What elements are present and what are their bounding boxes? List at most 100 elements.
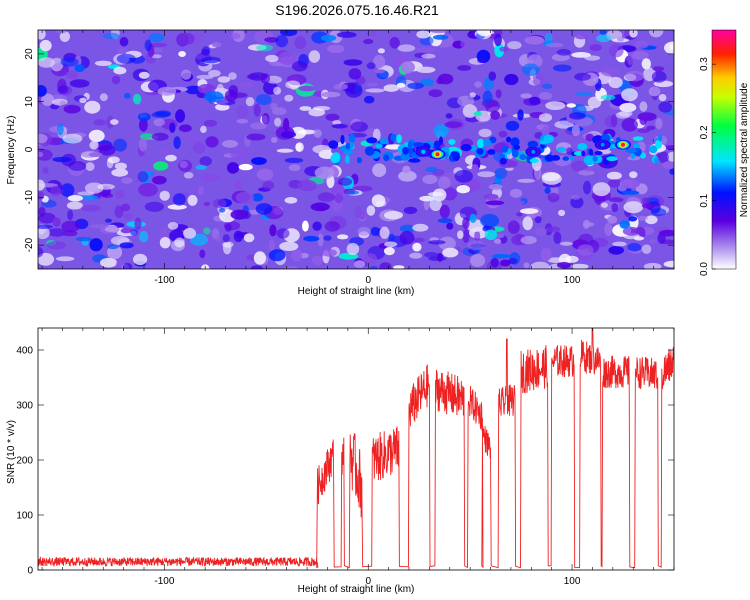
spectrogram-cell: [611, 203, 619, 212]
spectrogram-cell: [408, 158, 421, 163]
spectrogram-cell: [52, 156, 72, 163]
colorbar-tick-label: 0.0: [699, 262, 710, 276]
y-tick-label: -20: [24, 237, 35, 252]
spectrogram-cell: [201, 46, 211, 57]
spectrogram-cell: [327, 44, 345, 54]
spectrogram-cell: [429, 197, 442, 212]
spectrogram-cell: [324, 221, 340, 232]
spectrogram-cell: [402, 146, 409, 155]
spectrogram-cell: [215, 103, 230, 111]
spectrogram-cell: [180, 69, 192, 80]
spectrogram-cell: [460, 144, 472, 152]
spectrogram-cell: [517, 109, 524, 121]
spectrogram-cell: [113, 138, 127, 152]
spectrogram-cell: [629, 30, 638, 38]
spectrogram-cell: [245, 97, 255, 107]
spectrogram-cell: [261, 113, 270, 125]
spectrogram-cell: [203, 201, 211, 206]
spectrogram-cell: [98, 144, 116, 156]
snr-series-line: [38, 328, 674, 569]
spectrogram-cell: [604, 222, 613, 236]
spectrogram-cell: [648, 30, 664, 38]
spectrogram-cell: [290, 249, 303, 262]
spectrogram-cell: [80, 195, 99, 201]
spectrogram-cell: [308, 108, 326, 117]
spectrogram-cell: [178, 159, 193, 172]
spectrogram-cell: [52, 217, 61, 227]
spectrogram-cell: [113, 66, 127, 75]
spectrogram-cell: [571, 125, 581, 137]
spectrogram-cell: [320, 91, 341, 98]
spectrogram-cell: [487, 149, 496, 155]
spectrogram-cell: [222, 140, 238, 148]
spectrogram-cell: [285, 80, 301, 89]
spectrogram-cell: [550, 155, 561, 161]
spectrogram-cell: [200, 125, 207, 133]
spectrogram-cell: [497, 234, 505, 239]
spectrogram-cell: [658, 94, 667, 102]
spectrogram-cell: [159, 190, 170, 201]
spectrogram-cell: [366, 82, 379, 87]
spectrogram-cell: [192, 32, 202, 44]
spectrogram-cell: [600, 66, 621, 77]
spectrogram-cell: [601, 202, 608, 208]
spectrogram-cell: [619, 102, 637, 113]
spectrogram-cell: [332, 120, 342, 125]
spectrogram-cell: [158, 149, 171, 154]
spectrogram-cell: [649, 238, 657, 244]
spectrogram-cell: [513, 144, 521, 150]
spectrogram-cell: [442, 247, 459, 258]
spectrogram-cell: [424, 252, 439, 258]
spectrogram-cell: [596, 34, 611, 43]
spectrogram-cell: [645, 215, 658, 225]
spectrogram-cell: [340, 134, 345, 145]
spectrogram-cell: [615, 111, 631, 119]
spectrogram-cell: [236, 105, 249, 119]
y-tick-label: 400: [16, 346, 33, 357]
spectrogram-cell: [606, 156, 618, 162]
spectrogram-cell: [522, 216, 533, 231]
spectrogram-cell: [494, 33, 502, 47]
spectrogram-cell: [183, 227, 197, 239]
spectrogram-cell: [565, 255, 579, 263]
spectrogram-cell: [547, 192, 560, 203]
spectrogram-cell: [554, 120, 574, 129]
spectrogram-cell: [60, 183, 75, 198]
spectrogram-cell: [357, 226, 371, 236]
spectrogram-cell: [396, 82, 406, 88]
spectrogram-cell: [297, 129, 317, 135]
spectrogram-cell: [642, 197, 650, 205]
spectrogram-cell: [545, 101, 566, 110]
spectrogram-cell: [397, 44, 416, 52]
spectrogram-cell: [439, 204, 450, 219]
spectrogram-cell: [454, 169, 473, 183]
spectrogram-cell: [88, 129, 105, 142]
spectrogram-cell: [148, 33, 165, 43]
spectrogram-cell: [179, 124, 192, 132]
spectrogram-cell: [407, 82, 424, 90]
spectrogram-cell: [448, 139, 456, 145]
spectrogram-cell: [345, 154, 350, 164]
spectrogram-cell: [508, 258, 518, 264]
spectrogram-cell: [594, 151, 603, 155]
spectrogram-cell: [436, 253, 444, 262]
spectrogram-cell: [283, 117, 290, 132]
y-tick-label: 300: [16, 401, 33, 412]
spectrogram-cell: [659, 229, 674, 237]
spectrogram-cell: [390, 133, 397, 142]
spectrogram-cell: [253, 251, 266, 265]
snr-background: [38, 328, 674, 570]
spectrogram-cell: [203, 119, 218, 127]
spectrogram-cell: [317, 192, 336, 202]
spectrogram-cell: [587, 96, 602, 109]
spectrogram-cell: [538, 91, 553, 100]
spectrogram-cell: [256, 44, 274, 52]
spectrogram-cell: [66, 201, 83, 210]
spectrogram-cell: [483, 193, 499, 200]
spectrogram-cell: [279, 241, 299, 251]
spectrogram-cell: [111, 75, 121, 85]
spectrogram-cell: [85, 162, 95, 172]
spectrogram-cell: [130, 229, 138, 236]
spectrogram-cell: [334, 193, 344, 204]
spectrogram-cell: [557, 262, 571, 269]
